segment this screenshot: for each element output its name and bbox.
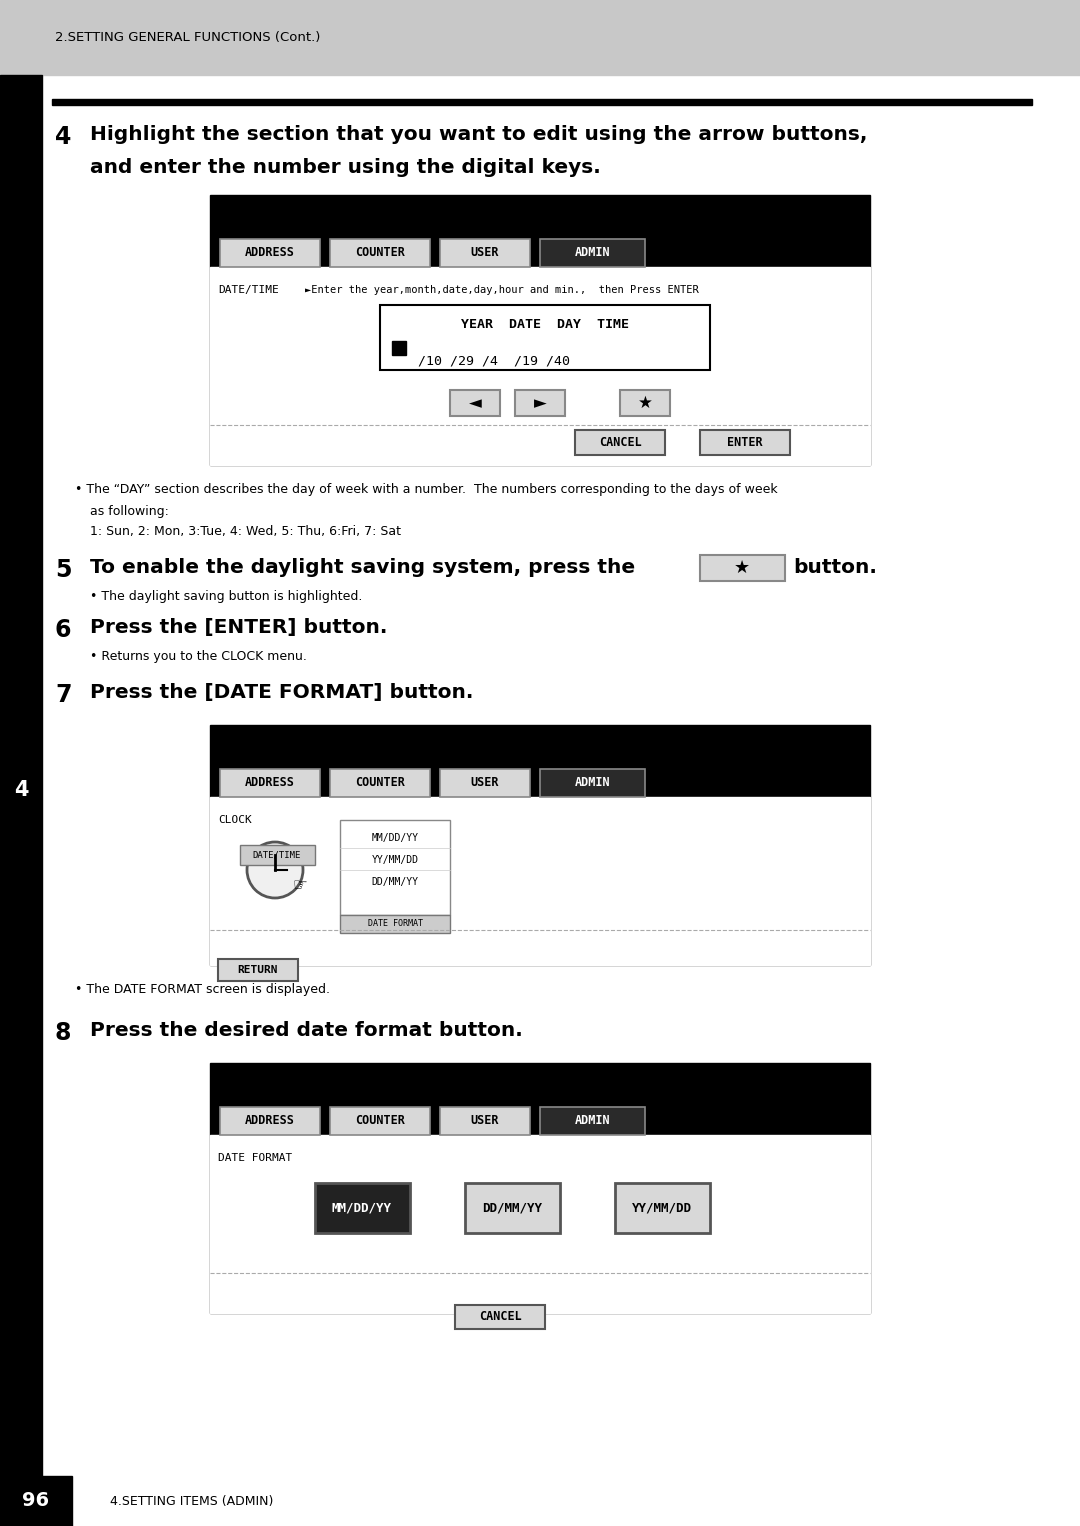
Text: DATE/TIME: DATE/TIME <box>218 285 279 295</box>
Bar <box>220 240 320 267</box>
Text: 4.SETTING ITEMS (ADMIN): 4.SETTING ITEMS (ADMIN) <box>110 1494 273 1508</box>
Text: YEAR  DATE  DAY  TIME: YEAR DATE DAY TIME <box>461 319 629 331</box>
Bar <box>455 1305 545 1329</box>
Text: ADMIN: ADMIN <box>575 777 610 789</box>
Text: Press the [ENTER] button.: Press the [ENTER] button. <box>90 618 388 636</box>
Bar <box>0 1476 72 1526</box>
Bar <box>440 240 530 267</box>
Bar <box>620 391 670 417</box>
Text: DD/MM/YY: DD/MM/YY <box>372 877 419 887</box>
Bar <box>340 819 450 916</box>
Bar <box>440 1106 530 1135</box>
Text: 4: 4 <box>55 125 71 150</box>
Bar <box>540 769 645 797</box>
Text: • The DATE FORMAT screen is displayed.: • The DATE FORMAT screen is displayed. <box>75 983 330 996</box>
Bar <box>220 769 320 797</box>
Bar <box>52 99 1032 105</box>
Bar <box>210 1135 870 1312</box>
Text: ADMIN: ADMIN <box>575 1114 610 1128</box>
Circle shape <box>247 842 303 897</box>
Bar <box>392 340 406 356</box>
Bar <box>700 555 785 581</box>
Text: and enter the number using the digital keys.: and enter the number using the digital k… <box>90 159 600 177</box>
Text: ★: ★ <box>734 559 751 577</box>
Text: 8: 8 <box>55 1021 71 1045</box>
Text: 7: 7 <box>55 684 71 707</box>
Bar <box>440 769 530 797</box>
Text: 5: 5 <box>55 559 71 581</box>
Bar <box>210 797 870 964</box>
Text: COUNTER: COUNTER <box>355 247 405 259</box>
Text: DATE FORMAT: DATE FORMAT <box>367 920 422 928</box>
Text: MM/DD/YY: MM/DD/YY <box>332 1201 392 1215</box>
Bar <box>0 0 1080 75</box>
Bar <box>210 195 870 465</box>
Text: Press the [DATE FORMAT] button.: Press the [DATE FORMAT] button. <box>90 684 473 702</box>
Bar <box>380 305 710 369</box>
Text: • The “DAY” section describes the day of week with a number.  The numbers corres: • The “DAY” section describes the day of… <box>75 484 778 496</box>
Bar <box>700 430 789 455</box>
Text: YY/MM/DD: YY/MM/DD <box>632 1201 692 1215</box>
Text: CANCEL: CANCEL <box>478 1309 522 1323</box>
Bar <box>330 1106 430 1135</box>
Text: /10 /29 /4  /19 /40: /10 /29 /4 /19 /40 <box>410 356 570 368</box>
Bar <box>210 267 870 465</box>
Text: ◄: ◄ <box>469 394 482 412</box>
Bar <box>340 916 450 932</box>
Text: • Returns you to the CLOCK menu.: • Returns you to the CLOCK menu. <box>90 650 307 662</box>
Text: DATE/TIME: DATE/TIME <box>253 850 301 859</box>
Bar <box>515 391 565 417</box>
Bar <box>615 1183 710 1233</box>
Bar <box>540 1106 645 1135</box>
Text: Press the desired date format button.: Press the desired date format button. <box>90 1021 523 1041</box>
Text: USER: USER <box>471 1114 499 1128</box>
Bar <box>210 1064 870 1312</box>
Text: ADMIN: ADMIN <box>575 247 610 259</box>
Text: CANCEL: CANCEL <box>598 435 642 449</box>
Bar <box>0 75 42 1489</box>
Text: ☞: ☞ <box>293 876 308 894</box>
Text: ADDRESS: ADDRESS <box>245 777 295 789</box>
Text: ★: ★ <box>637 394 652 412</box>
Text: YY/MM/DD: YY/MM/DD <box>372 855 419 865</box>
Bar <box>315 1183 410 1233</box>
Text: 1: Sun, 2: Mon, 3:Tue, 4: Wed, 5: Thu, 6:Fri, 7: Sat: 1: Sun, 2: Mon, 3:Tue, 4: Wed, 5: Thu, 6… <box>90 525 401 539</box>
Text: • The daylight saving button is highlighted.: • The daylight saving button is highligh… <box>90 591 363 603</box>
Text: USER: USER <box>471 247 499 259</box>
Text: ADDRESS: ADDRESS <box>245 1114 295 1128</box>
Text: 6: 6 <box>55 618 71 642</box>
Text: USER: USER <box>471 777 499 789</box>
Text: ADDRESS: ADDRESS <box>245 247 295 259</box>
Bar <box>575 430 665 455</box>
Text: Highlight the section that you want to edit using the arrow buttons,: Highlight the section that you want to e… <box>90 125 867 143</box>
Bar <box>220 1106 320 1135</box>
Text: COUNTER: COUNTER <box>355 777 405 789</box>
Text: ENTER: ENTER <box>727 435 762 449</box>
Bar <box>210 725 870 964</box>
Text: as following:: as following: <box>90 505 168 517</box>
Bar <box>465 1183 561 1233</box>
Text: button.: button. <box>793 559 877 577</box>
Text: To enable the daylight saving system, press the: To enable the daylight saving system, pr… <box>90 559 635 577</box>
Bar <box>330 769 430 797</box>
Bar <box>218 958 298 981</box>
Text: DATE FORMAT: DATE FORMAT <box>218 1154 293 1163</box>
Bar <box>450 391 500 417</box>
Bar <box>240 845 315 865</box>
Text: 4: 4 <box>14 780 28 800</box>
Text: ►: ► <box>534 394 546 412</box>
Bar <box>330 240 430 267</box>
Text: 2.SETTING GENERAL FUNCTIONS (Cont.): 2.SETTING GENERAL FUNCTIONS (Cont.) <box>55 32 321 44</box>
Text: MM/DD/YY: MM/DD/YY <box>372 833 419 842</box>
Text: DD/MM/YY: DD/MM/YY <box>482 1201 542 1215</box>
Text: CLOCK: CLOCK <box>218 815 252 826</box>
Bar <box>540 240 645 267</box>
Text: RETURN: RETURN <box>238 964 279 975</box>
Text: COUNTER: COUNTER <box>355 1114 405 1128</box>
Text: 96: 96 <box>23 1491 50 1511</box>
Text: ►Enter the year,month,date,day,hour and min.,  then Press ENTER: ►Enter the year,month,date,day,hour and … <box>305 285 699 295</box>
